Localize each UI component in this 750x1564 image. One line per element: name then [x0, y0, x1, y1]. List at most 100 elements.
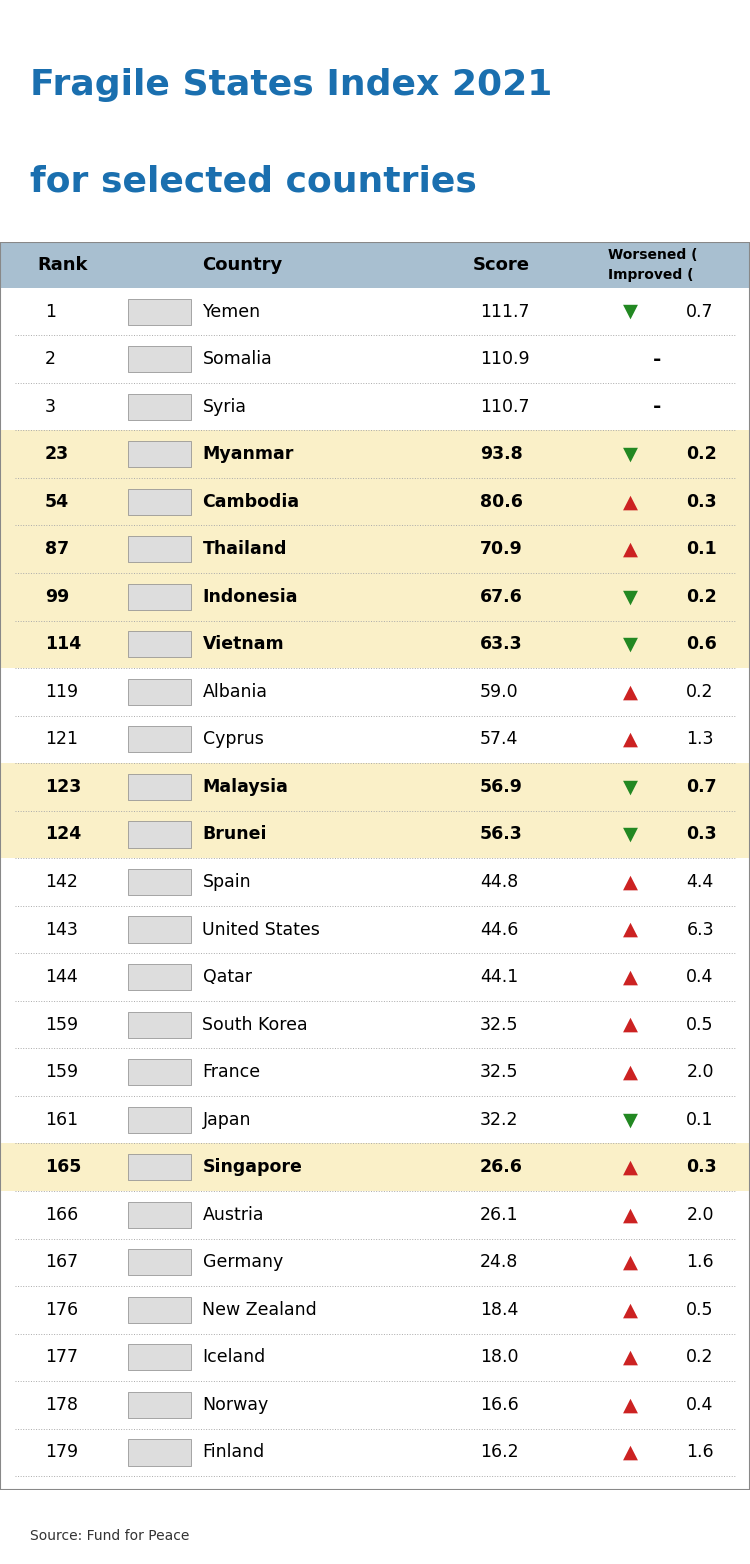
Text: Brunei: Brunei	[202, 826, 267, 843]
Text: 2.0: 2.0	[686, 1064, 714, 1081]
Text: South Korea: South Korea	[202, 1015, 308, 1034]
FancyBboxPatch shape	[128, 1250, 191, 1275]
FancyBboxPatch shape	[0, 763, 750, 810]
Text: 142: 142	[45, 873, 78, 891]
Text: 0.3: 0.3	[686, 826, 717, 843]
Text: ▼: ▼	[622, 588, 638, 607]
FancyBboxPatch shape	[0, 1096, 750, 1143]
Text: ▲: ▲	[622, 540, 638, 558]
FancyBboxPatch shape	[128, 536, 191, 563]
FancyBboxPatch shape	[128, 583, 191, 610]
Text: ▼: ▼	[622, 1110, 638, 1129]
Text: 44.6: 44.6	[480, 921, 518, 938]
Text: Rank: Rank	[38, 256, 88, 274]
Text: 18.0: 18.0	[480, 1348, 518, 1367]
Text: Finland: Finland	[202, 1444, 265, 1461]
Text: 0.3: 0.3	[686, 1159, 717, 1176]
FancyBboxPatch shape	[0, 335, 750, 383]
Text: 18.4: 18.4	[480, 1301, 518, 1318]
Text: ▲: ▲	[622, 920, 638, 938]
Text: ▲: ▲	[622, 1253, 638, 1272]
Text: ▼: ▼	[622, 777, 638, 796]
Text: 0.7: 0.7	[686, 302, 714, 321]
Text: 0.1: 0.1	[686, 540, 717, 558]
FancyBboxPatch shape	[128, 917, 191, 943]
Text: 0.5: 0.5	[686, 1301, 714, 1318]
Text: 111.7: 111.7	[480, 302, 530, 321]
Text: Malaysia: Malaysia	[202, 777, 288, 796]
Text: Germany: Germany	[202, 1253, 283, 1272]
Text: 99: 99	[45, 588, 69, 605]
Text: Score: Score	[472, 256, 530, 274]
FancyBboxPatch shape	[128, 679, 191, 705]
Text: 80.6: 80.6	[480, 493, 523, 511]
Text: Improved (: Improved (	[608, 267, 693, 282]
Text: ▼: ▼	[622, 824, 638, 845]
Text: 177: 177	[45, 1348, 78, 1367]
Text: 63.3: 63.3	[480, 635, 523, 654]
Text: 3: 3	[45, 397, 56, 416]
Text: Yemen: Yemen	[202, 302, 261, 321]
Text: 70.9: 70.9	[480, 540, 523, 558]
Text: Norway: Norway	[202, 1397, 268, 1414]
FancyBboxPatch shape	[0, 1428, 750, 1476]
Text: Albania: Albania	[202, 683, 268, 701]
Text: ▼: ▼	[622, 635, 638, 654]
FancyBboxPatch shape	[0, 242, 750, 288]
Text: ▲: ▲	[622, 1206, 638, 1225]
Text: 0.2: 0.2	[686, 683, 714, 701]
Text: Austria: Austria	[202, 1206, 264, 1223]
Text: 0.5: 0.5	[686, 1015, 714, 1034]
Text: -: -	[652, 397, 661, 416]
FancyBboxPatch shape	[128, 1392, 191, 1419]
Text: ▲: ▲	[622, 1157, 638, 1176]
FancyBboxPatch shape	[128, 870, 191, 895]
FancyBboxPatch shape	[0, 1192, 750, 1239]
FancyBboxPatch shape	[128, 1012, 191, 1037]
Text: Myanmar: Myanmar	[202, 446, 294, 463]
Text: 159: 159	[45, 1064, 78, 1081]
FancyBboxPatch shape	[0, 621, 750, 668]
Text: 26.1: 26.1	[480, 1206, 519, 1223]
FancyBboxPatch shape	[128, 1154, 191, 1181]
FancyBboxPatch shape	[0, 1381, 750, 1428]
FancyBboxPatch shape	[0, 668, 750, 716]
Text: ▲: ▲	[622, 493, 638, 511]
FancyBboxPatch shape	[128, 346, 191, 372]
FancyBboxPatch shape	[0, 383, 750, 430]
Text: 0.3: 0.3	[686, 493, 717, 511]
Text: 1.6: 1.6	[686, 1444, 714, 1461]
Text: ▲: ▲	[622, 968, 638, 987]
FancyBboxPatch shape	[0, 526, 750, 572]
Text: 143: 143	[45, 921, 78, 938]
Text: 167: 167	[45, 1253, 78, 1272]
FancyBboxPatch shape	[0, 430, 750, 479]
Text: 1.3: 1.3	[686, 730, 714, 749]
Text: Spain: Spain	[202, 873, 251, 891]
Text: Japan: Japan	[202, 1110, 251, 1129]
Text: 87: 87	[45, 540, 69, 558]
Text: 44.1: 44.1	[480, 968, 518, 985]
Text: 166: 166	[45, 1206, 78, 1223]
Text: 178: 178	[45, 1397, 78, 1414]
Text: France: France	[202, 1064, 261, 1081]
FancyBboxPatch shape	[0, 810, 750, 859]
Text: Iceland: Iceland	[202, 1348, 266, 1367]
FancyBboxPatch shape	[128, 1345, 191, 1370]
FancyBboxPatch shape	[0, 906, 750, 954]
Text: 110.7: 110.7	[480, 397, 530, 416]
FancyBboxPatch shape	[0, 1334, 750, 1381]
Text: Source: Fund for Peace: Source: Fund for Peace	[30, 1530, 189, 1544]
Text: -: -	[652, 350, 661, 369]
Text: 119: 119	[45, 683, 78, 701]
Text: 23: 23	[45, 446, 69, 463]
Text: 16.2: 16.2	[480, 1444, 519, 1461]
Text: 44.8: 44.8	[480, 873, 518, 891]
Text: 0.1: 0.1	[686, 1110, 714, 1129]
Text: Syria: Syria	[202, 397, 247, 416]
FancyBboxPatch shape	[128, 774, 191, 801]
Text: 144: 144	[45, 968, 78, 985]
FancyBboxPatch shape	[128, 441, 191, 468]
Text: ▲: ▲	[622, 1348, 638, 1367]
Text: 0.7: 0.7	[686, 777, 717, 796]
